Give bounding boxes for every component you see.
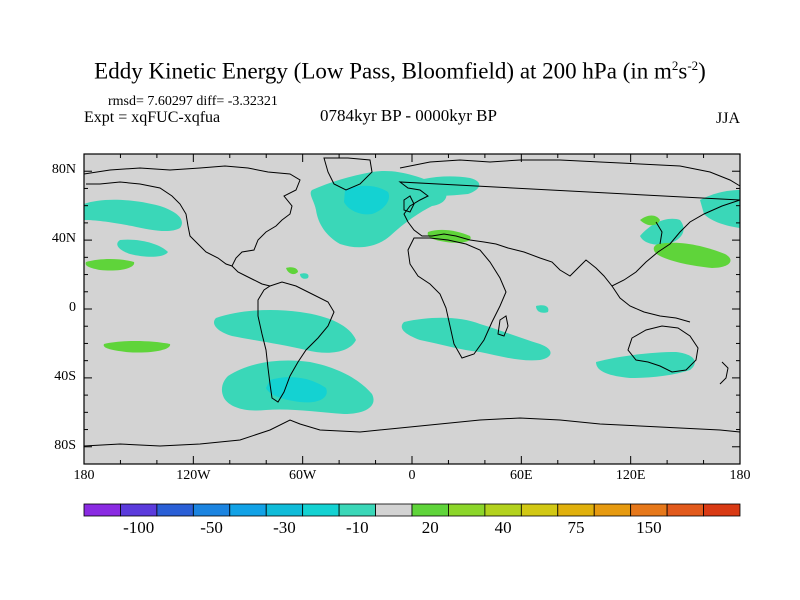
colorbar-swatch bbox=[156, 503, 194, 517]
coastline-central-america bbox=[231, 265, 271, 287]
colorbar-swatch bbox=[666, 503, 704, 517]
colorbar-swatch bbox=[593, 503, 632, 517]
positive-anomaly-mediterranean bbox=[427, 229, 471, 243]
experiment-label: Expt = xqFUC-xqfua bbox=[84, 109, 221, 126]
coastline-greenland bbox=[323, 157, 373, 191]
colorbar-tick-label: 20 bbox=[421, 518, 439, 537]
negative-anomaly-indian-ocean bbox=[536, 305, 549, 313]
coastline-africa bbox=[407, 237, 507, 359]
lat-tick-label: 40S bbox=[54, 368, 76, 384]
statistics-label: rmsd= 7.60297 diff= -3.32321 bbox=[108, 94, 278, 109]
negative-anomaly-south-pacific bbox=[213, 310, 356, 353]
axis-ticks bbox=[83, 154, 741, 464]
positive-anomaly-east-pacific bbox=[85, 259, 135, 271]
figure-title: Eddy Kinetic Energy (Low Pass, Bloomfiel… bbox=[94, 58, 706, 84]
positive-anomaly-caribbean bbox=[286, 267, 298, 275]
negative-anomaly-north-pacific-east bbox=[84, 199, 182, 232]
negative-anomaly-subtropical-pacific bbox=[117, 239, 168, 257]
lat-tick-label: 40N bbox=[51, 231, 76, 247]
negative-anomaly-north-atlantic-core bbox=[344, 185, 390, 215]
colorbar-swatch bbox=[448, 503, 486, 517]
negative-anomaly-europe-north bbox=[399, 176, 480, 198]
colorbar-tick-label: -50 bbox=[200, 518, 223, 537]
positive-anomaly-north-pacific-west bbox=[653, 242, 731, 268]
coastlines bbox=[83, 157, 741, 447]
lon-tick-label: 60W bbox=[289, 468, 317, 483]
positive-anomaly-south-pacific bbox=[103, 341, 171, 353]
colorbar-tick-label: 75 bbox=[567, 518, 585, 537]
lon-tick-label: 60E bbox=[510, 468, 533, 483]
negative-anomaly-south-atlantic bbox=[401, 317, 551, 361]
colorbar-swatch bbox=[338, 503, 376, 517]
lat-tick-label: 80S bbox=[54, 437, 76, 453]
lat-tick-label: 80N bbox=[51, 162, 76, 178]
positive-anomaly-japan bbox=[640, 215, 660, 226]
colorbar-tick-label: -30 bbox=[273, 518, 296, 537]
coastline-southeast-asia bbox=[611, 285, 691, 323]
lat-tick-label: 0 bbox=[69, 300, 76, 315]
lon-tick-label: 0 bbox=[408, 468, 416, 483]
lon-tick-label: 180 bbox=[729, 468, 751, 483]
coastline-eurasia bbox=[398, 159, 741, 287]
coastline-uk bbox=[403, 195, 415, 213]
colorbar-swatch bbox=[192, 503, 231, 517]
coastline-antarctica bbox=[83, 417, 741, 447]
colorbar-swatch bbox=[302, 503, 340, 517]
colorbar bbox=[83, 503, 741, 517]
map-panel bbox=[83, 153, 741, 465]
negative-anomaly-central-atlantic bbox=[300, 273, 309, 279]
season-label: JJA bbox=[716, 110, 741, 127]
lon-tick-label: 120E bbox=[615, 468, 646, 483]
period-label: 0784kyr BP - 0000kyr BP bbox=[320, 106, 497, 125]
lon-tick-label: 180 bbox=[73, 468, 95, 483]
coastline-north-america bbox=[83, 165, 301, 267]
coastline-madagascar bbox=[497, 315, 509, 337]
colorbar-swatch bbox=[484, 503, 522, 517]
colorbar-swatch bbox=[630, 503, 668, 517]
colorbar-tick-label: -100 bbox=[123, 518, 155, 537]
coastline-south-america bbox=[257, 281, 335, 403]
coastline-australia bbox=[627, 325, 699, 373]
colorbar-swatch bbox=[265, 503, 304, 517]
coastline-new-zealand bbox=[719, 361, 729, 385]
colorbar-swatch bbox=[411, 503, 449, 517]
colorbar-swatch bbox=[83, 503, 121, 517]
colorbar-swatch bbox=[557, 503, 595, 517]
colorbar-swatch bbox=[520, 503, 559, 517]
colorbar-swatch bbox=[229, 503, 267, 517]
colorbar-tick-label: -10 bbox=[345, 518, 369, 537]
colorbar-tick-label: 40 bbox=[494, 518, 512, 537]
lon-tick-label: 120W bbox=[176, 468, 211, 483]
colorbar-swatch bbox=[120, 503, 158, 517]
colorbar-swatch bbox=[375, 503, 413, 517]
colorbar-tick-label: 150 bbox=[636, 518, 662, 537]
colorbar-swatch bbox=[703, 503, 741, 517]
coastline-japan bbox=[655, 221, 663, 245]
